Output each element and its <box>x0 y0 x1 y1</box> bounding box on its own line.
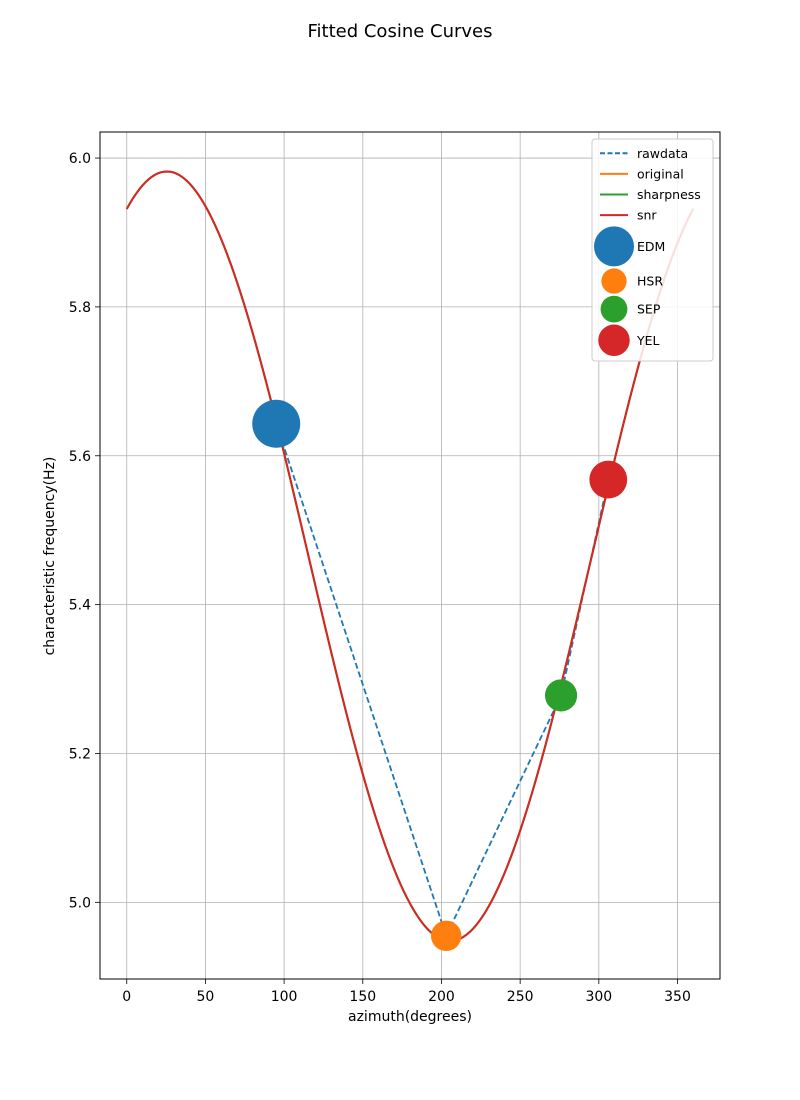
station-marker-sep <box>544 679 578 712</box>
y-tick-label: 5.4 <box>69 598 91 614</box>
legend-label-rawdata: rawdata <box>637 146 688 161</box>
station-marker-hsr <box>431 920 462 952</box>
chart-title: Fitted Cosine Curves <box>307 21 492 42</box>
legend-label-hsr: HSR <box>637 274 663 289</box>
y-tick-label: 6.0 <box>69 151 91 167</box>
x-tick-label: 200 <box>428 989 455 1005</box>
x-tick-label: 100 <box>271 989 298 1005</box>
x-axis-label: azimuth(degrees) <box>348 1009 472 1025</box>
legend-label-yel: YEL <box>636 333 660 348</box>
y-tick-label: 5.6 <box>69 449 91 465</box>
legend-marker-edm <box>594 226 634 267</box>
plot-frame <box>99 131 721 980</box>
legend-label-sep: SEP <box>637 302 661 317</box>
y-tick-label: 5.8 <box>69 300 91 316</box>
station-marker-yel <box>589 460 628 499</box>
legend-label-edm: EDM <box>637 239 665 254</box>
x-tick-label: 150 <box>349 989 376 1005</box>
x-tick-label: 300 <box>585 989 612 1005</box>
x-tick-label: 0 <box>122 989 131 1005</box>
y-tick-label: 5.0 <box>69 895 91 911</box>
legend-marker-sep <box>600 295 628 323</box>
y-tick-label: 5.2 <box>69 746 91 762</box>
series-layer <box>125 170 695 943</box>
x-tick-label: 50 <box>197 989 215 1005</box>
series-line-snr <box>125 170 695 943</box>
legend-marker-hsr <box>601 268 627 294</box>
legend-label-original: original <box>637 166 684 181</box>
x-axis: 0 50 100 150 200 250 300 350 <box>122 979 691 1005</box>
legend-label-sharpness: sharpness <box>637 187 701 202</box>
legend-marker-yel <box>598 324 630 357</box>
station-marker-edm <box>252 399 301 448</box>
marker-layer <box>252 399 628 952</box>
legend: rawdata original sharpness snr EDM HSR SEP YEL <box>591 138 714 362</box>
y-axis-label: characteristic frequency(Hz) <box>42 457 58 656</box>
x-tick-label: 350 <box>664 989 691 1005</box>
x-tick-label: 250 <box>507 989 534 1005</box>
y-axis: 5.0 5.2 5.4 5.6 5.8 6.0 <box>69 151 100 911</box>
legend-label-snr: snr <box>637 208 657 223</box>
